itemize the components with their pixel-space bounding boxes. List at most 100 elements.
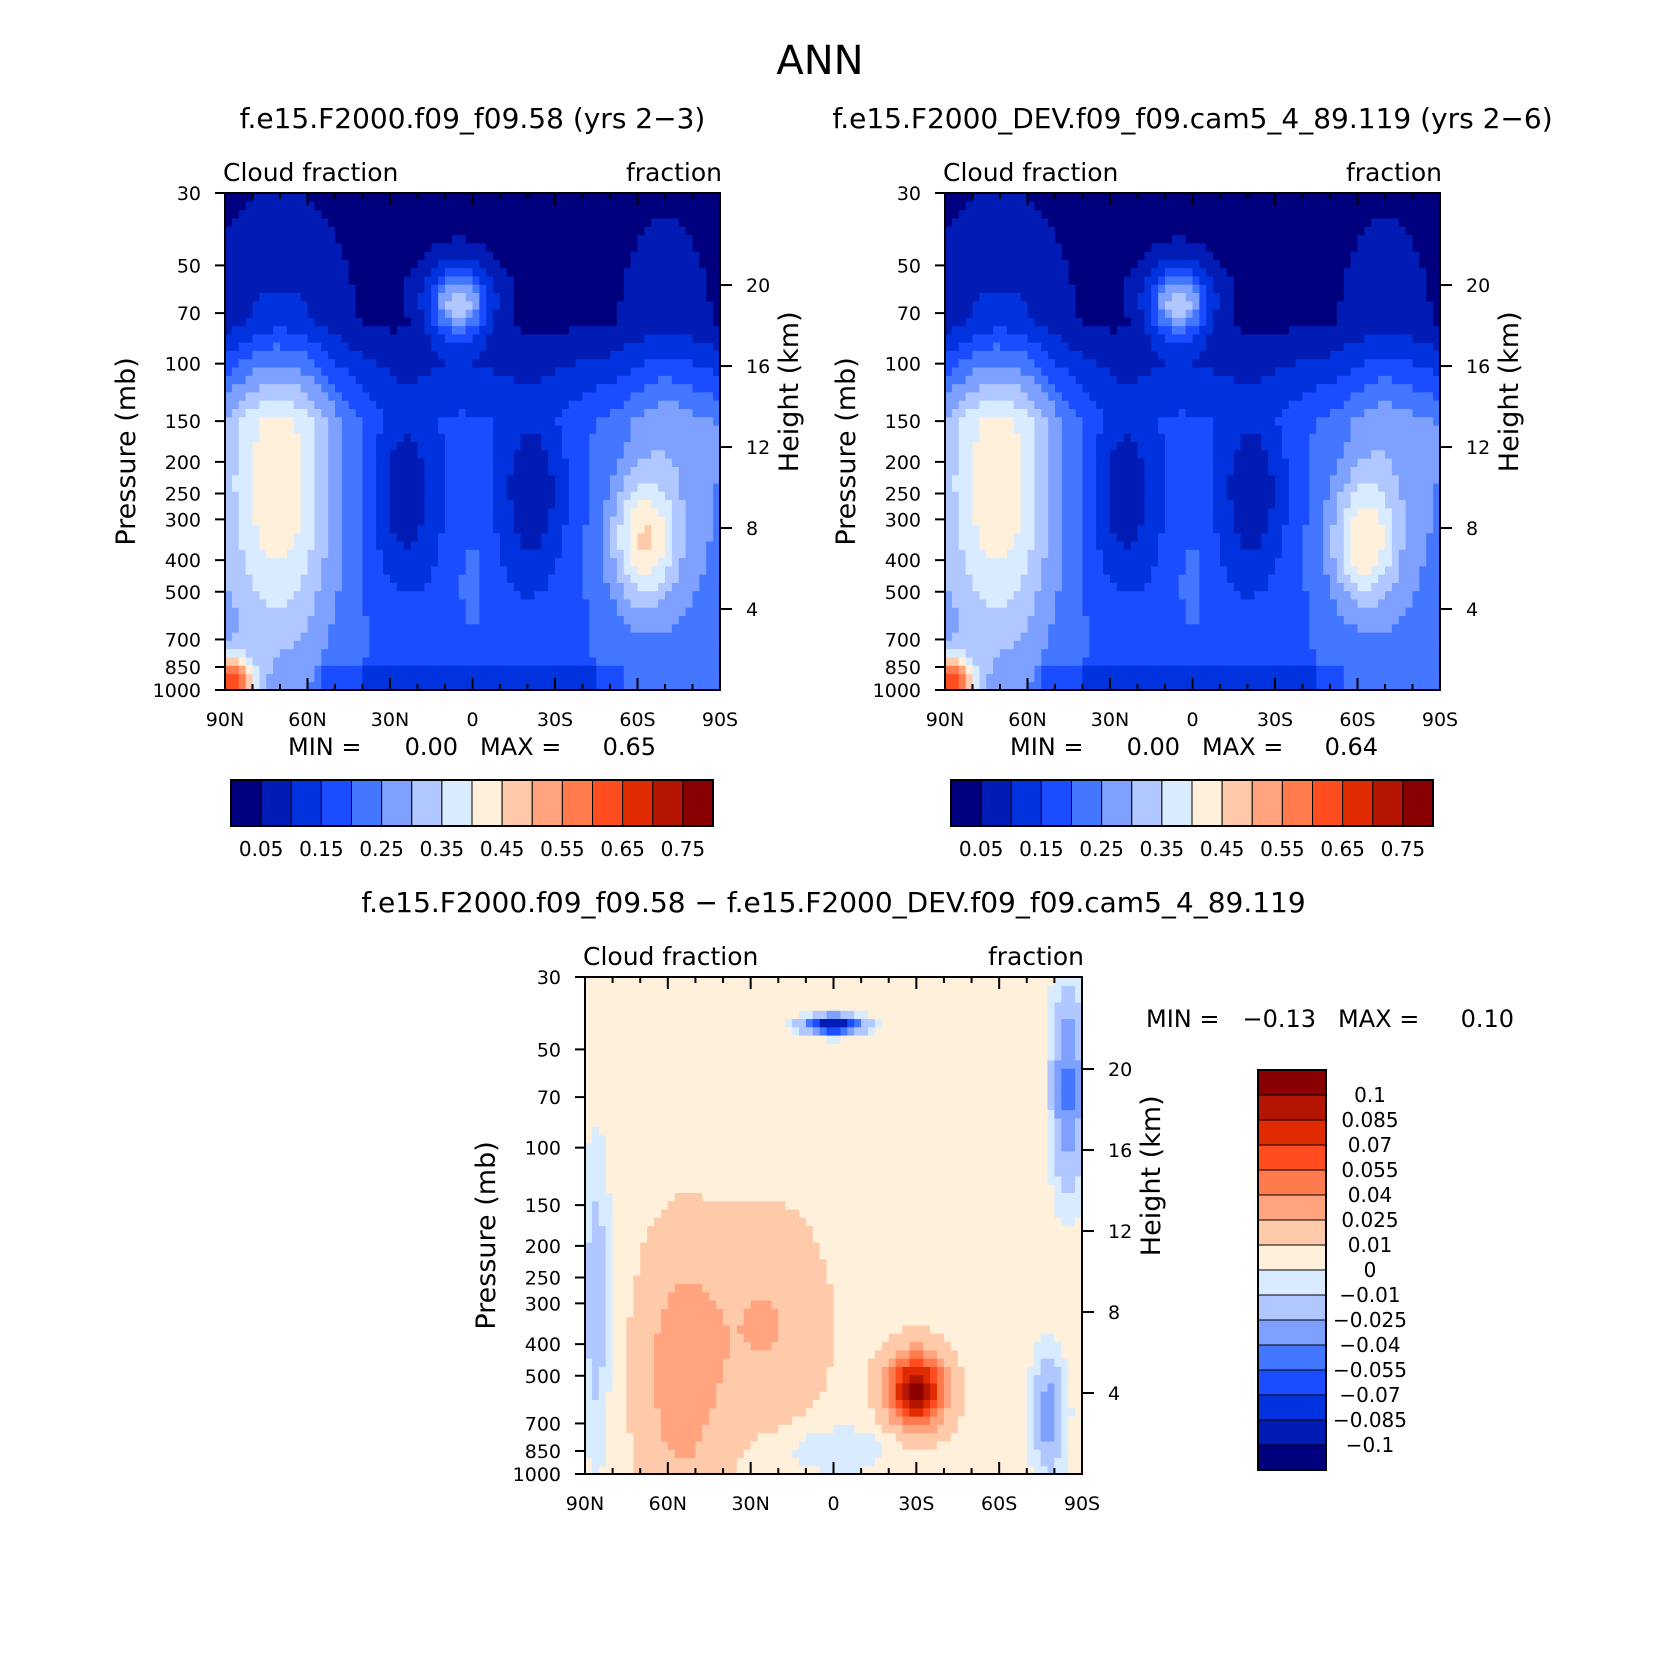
field-cell [403,482,412,492]
field-cell [293,665,302,675]
field-cell [369,375,377,385]
field-cell [245,259,254,269]
field-cell [321,441,329,451]
field-cell [286,615,295,625]
field-cell [623,615,632,625]
field-cell [958,234,967,244]
field-cell [699,656,707,666]
field-cell [513,516,522,525]
field-cell [348,358,357,368]
field-cell [713,474,721,484]
field-cell [951,623,960,633]
field-cell [307,549,315,559]
field-cell [465,449,474,459]
field-cell [671,656,680,666]
field-cell [341,226,350,236]
field-cell [335,665,343,675]
field-cell [321,607,329,617]
field-cell [527,482,535,492]
field-cell [958,209,967,219]
field-cell [355,540,364,550]
field-cell [965,325,974,335]
field-cell [582,317,590,327]
field-cell [706,400,714,409]
field-cell [603,491,611,501]
field-cell [493,308,501,318]
field-cell [335,275,343,285]
field-cell [979,640,987,650]
field-cell [568,358,577,368]
field-cell [335,549,343,559]
field-cell [493,615,501,625]
field-cell [555,565,563,575]
field-cell [273,375,281,385]
field-cell [965,342,974,351]
field-cell [300,400,309,409]
field-cell [658,193,666,202]
field-cell [431,615,439,625]
field-cell [678,507,687,517]
field-cell [238,574,247,583]
field-cell [692,300,700,310]
field-cell [965,300,974,310]
field-cell [300,284,309,293]
field-cell [965,284,974,293]
field-cell [314,275,322,285]
field-cell [658,598,666,608]
field-cell [314,424,322,434]
field-cell [335,507,343,517]
field-cell [630,234,639,244]
field-cell [958,574,967,583]
field-cell [1000,325,1008,335]
field-cell [527,665,535,675]
field-cell [445,623,453,633]
field-cell [986,540,994,550]
field-cell [451,458,460,467]
field-cell [252,598,260,608]
field-cell [314,532,322,542]
field-cell [238,342,247,351]
field-cell [685,632,694,641]
field-cell [1000,333,1008,343]
field-cell [445,292,453,302]
field-cell [245,275,254,285]
field-cell [568,681,577,691]
field-cell [706,193,714,202]
field-cell [513,590,522,600]
field-cell [438,325,446,335]
field-cell [390,549,398,559]
field-cell [699,383,707,393]
field-cell [266,242,274,252]
field-cell [293,574,302,583]
field-cell [238,242,247,252]
field-cell [616,383,625,393]
field-cell [314,516,322,525]
field-cell [589,673,597,683]
field-cell [541,201,549,211]
field-cell [616,656,625,666]
field-cell [376,449,384,459]
field-cell [369,474,377,484]
field-cell [692,458,700,467]
field-cell [527,209,535,219]
field-cell [1000,532,1008,542]
field-cell [671,391,680,401]
field-cell [335,267,343,277]
field-cell [445,574,453,583]
field-cell [417,565,425,575]
field-cell [493,284,501,293]
field-cell [692,574,700,583]
field-cell [403,250,412,260]
field-cell [273,292,281,302]
field-cell [252,366,260,376]
field-cell [561,656,570,666]
field-cell [965,308,974,318]
field-cell [678,358,687,368]
field-cell [582,408,590,418]
field-cell [348,226,357,236]
field-cell [273,383,281,393]
field-cell [603,400,611,409]
field-cell [665,673,673,683]
field-cell [541,209,549,219]
field-cell [314,499,322,509]
